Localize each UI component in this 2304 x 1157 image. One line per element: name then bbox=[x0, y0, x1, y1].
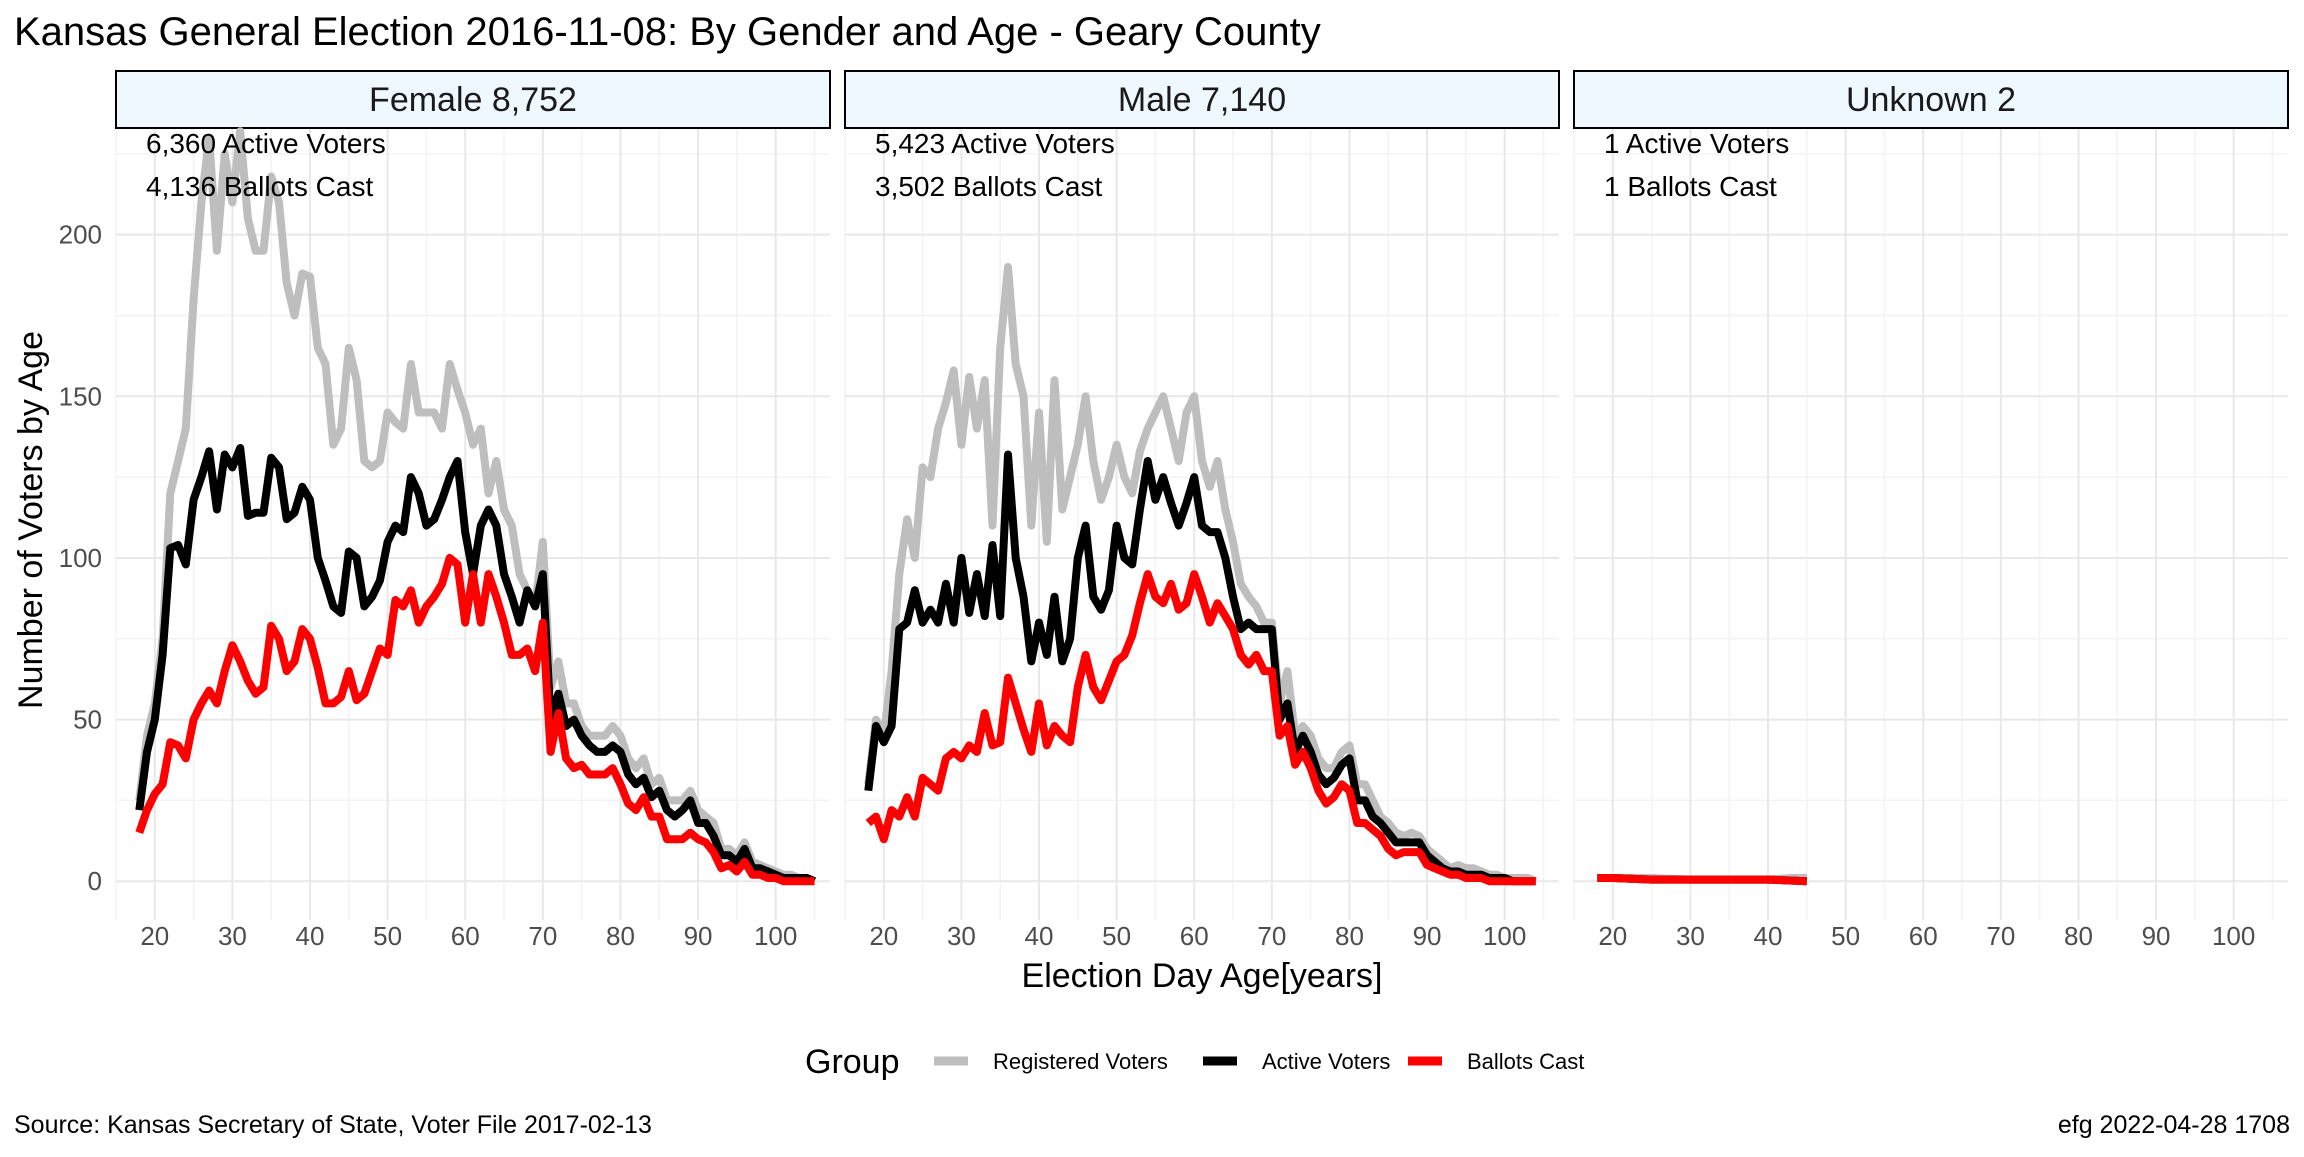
x-tick-label: 60 bbox=[451, 921, 480, 951]
y-tick-label: 50 bbox=[73, 705, 102, 735]
y-tick-label: 200 bbox=[59, 220, 102, 250]
x-tick-label: 70 bbox=[1257, 921, 1286, 951]
source-note: Source: Kansas Secretary of State, Voter… bbox=[14, 1111, 652, 1139]
x-axis-label: Election Day Age[years] bbox=[1022, 957, 1383, 995]
x-tick-label: 80 bbox=[606, 921, 635, 951]
x-axis: 20 30 40 50 60 70 80 90 100 20 30 40 50 60 70 80 90 100 20… bbox=[140, 921, 2255, 951]
x-tick-label: 20 bbox=[869, 921, 898, 951]
panel-0: Female 8,752 6,360 Active Voters 4,136 Bal… bbox=[115, 70, 831, 920]
x-tick-label: 30 bbox=[1676, 921, 1705, 951]
x-tick-label: 60 bbox=[1180, 921, 1209, 951]
legend-item-active-voters: Active Voters bbox=[1203, 1049, 1390, 1074]
series-line-ballots-cast bbox=[865, 570, 1536, 886]
x-tick-label: 40 bbox=[1025, 921, 1054, 951]
x-tick-label: 80 bbox=[1335, 921, 1364, 951]
legend-item-ballots-cast: Ballots Cast bbox=[1408, 1049, 1584, 1074]
series-line-active-voters bbox=[864, 450, 1536, 886]
series-line-ballots-cast bbox=[135, 553, 815, 886]
x-tick-label: 20 bbox=[1598, 921, 1627, 951]
x-tick-label: 30 bbox=[947, 921, 976, 951]
legend: Group Registered Voters Active Voters Ball… bbox=[805, 1043, 1584, 1081]
x-tick-label: 80 bbox=[2064, 921, 2093, 951]
panel-annotation: 3,502 Ballots Cast bbox=[875, 171, 1102, 202]
panel-annotation: 4,136 Ballots Cast bbox=[146, 171, 373, 202]
legend-title: Group bbox=[805, 1043, 900, 1081]
x-tick-label: 90 bbox=[1413, 921, 1442, 951]
x-tick-label: 100 bbox=[1483, 921, 1526, 951]
facet-strip-label: Female 8,752 bbox=[369, 81, 577, 119]
credit-note: efg 2022-04-28 1708 bbox=[2058, 1111, 2290, 1139]
facet-strip bbox=[1573, 70, 2289, 129]
x-tick-label: 70 bbox=[1986, 921, 2015, 951]
facet-strip-label: Unknown 2 bbox=[1846, 81, 2016, 119]
series-line-ballots-cast bbox=[1597, 874, 1807, 886]
y-tick-label: 150 bbox=[59, 381, 102, 411]
x-tick-label: 30 bbox=[218, 921, 247, 951]
panel-annotation: 6,360 Active Voters bbox=[146, 128, 386, 159]
x-tick-label: 100 bbox=[754, 921, 797, 951]
panel-annotation: 5,423 Active Voters bbox=[875, 128, 1115, 159]
x-tick-label: 100 bbox=[2212, 921, 2255, 951]
x-tick-label: 60 bbox=[1909, 921, 1938, 951]
series-line-registered-voters bbox=[135, 127, 817, 885]
x-tick-label: 90 bbox=[2142, 921, 2171, 951]
panel-2: Unknown 2 1 Active Voters 1 Ballots Cast bbox=[1573, 70, 2289, 920]
x-tick-label: 90 bbox=[684, 921, 713, 951]
panels: Female 8,752 6,360 Active Voters 4,136 Bal… bbox=[115, 70, 2289, 920]
series-line-active-voters bbox=[135, 444, 817, 885]
legend-label: Registered Voters bbox=[993, 1049, 1168, 1074]
y-axis-label: Number of Voters by Age bbox=[12, 331, 50, 709]
x-tick-label: 40 bbox=[1754, 921, 1783, 951]
x-tick-label: 40 bbox=[296, 921, 325, 951]
facet-strip-label: Male 7,140 bbox=[1118, 81, 1286, 119]
x-tick-label: 50 bbox=[373, 921, 402, 951]
chart-title: Kansas General Election 2016-11-08: By G… bbox=[14, 10, 1321, 54]
x-tick-label: 50 bbox=[1102, 921, 1131, 951]
facet-strip bbox=[844, 70, 1560, 129]
facet-strip bbox=[115, 70, 831, 129]
legend-item-registered-voters: Registered Voters bbox=[934, 1049, 1168, 1074]
y-axis: 0 50 100 150 200 bbox=[59, 220, 102, 897]
legend-label: Ballots Cast bbox=[1467, 1049, 1584, 1074]
panel-annotation: 1 Ballots Cast bbox=[1604, 171, 1777, 202]
panel-annotation: 1 Active Voters bbox=[1604, 128, 1789, 159]
x-tick-label: 50 bbox=[1831, 921, 1860, 951]
y-tick-label: 100 bbox=[59, 543, 102, 573]
x-tick-label: 70 bbox=[528, 921, 557, 951]
x-tick-label: 20 bbox=[140, 921, 169, 951]
y-tick-label: 0 bbox=[88, 866, 102, 896]
legend-label: Active Voters bbox=[1262, 1049, 1390, 1074]
